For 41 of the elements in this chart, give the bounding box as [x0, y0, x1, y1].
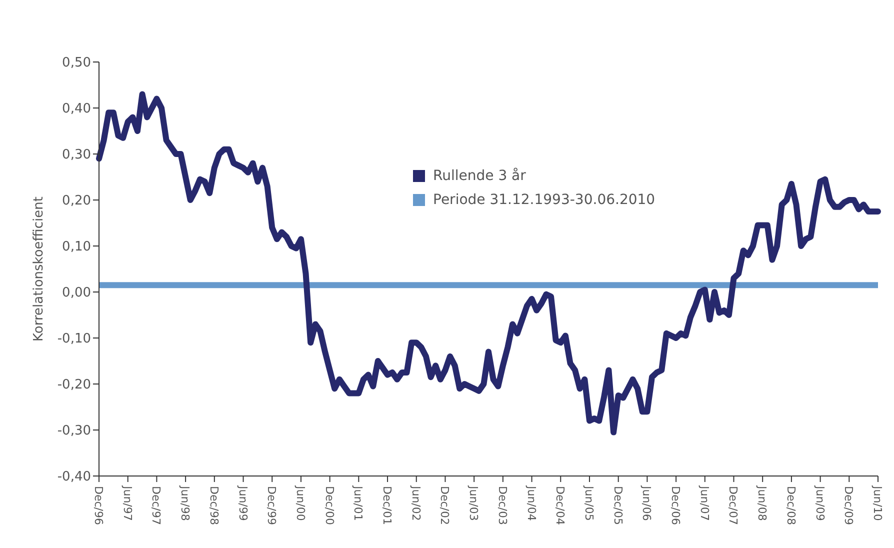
x-tick-label: Dec/98 [207, 486, 220, 525]
y-tick-label: 0,50 [62, 56, 91, 71]
y-tick-label: 0,10 [62, 240, 91, 255]
x-tick-label: Dec/99 [265, 486, 278, 525]
x-tick-label: Jun/02 [409, 485, 422, 521]
x-tick-label: Jun/09 [813, 485, 826, 521]
x-tick-label: Dec/97 [150, 486, 163, 525]
x-tick-label: Dec/06 [669, 486, 682, 525]
x-tick-label: Jun/10 [871, 485, 884, 521]
legend-label: Periode 31.12.1993-30.06.2010 [433, 192, 656, 208]
y-tick-label: -0,40 [57, 470, 91, 485]
y-tick-label: 0,20 [62, 194, 91, 209]
x-tick-label: Jun/01 [352, 485, 365, 521]
y-tick-label: 0,30 [62, 148, 91, 163]
y-tick-label: -0,30 [57, 424, 91, 439]
x-tick-label: Jun/04 [524, 485, 538, 521]
x-tick-label: Dec/07 [726, 486, 740, 525]
y-axis-title: Korrelationskoefficient [32, 196, 47, 342]
x-tick-label: Jun/97 [120, 485, 134, 521]
x-tick-label: Jun/00 [294, 485, 307, 521]
x-tick-label: Jun/03 [467, 485, 480, 521]
x-tick-label: Dec/01 [380, 486, 394, 525]
x-tick-label: Jun/98 [178, 485, 192, 521]
x-tick-label: Dec/00 [322, 486, 336, 525]
x-tick-label: Jun/06 [640, 485, 654, 521]
y-tick-label: -0,20 [57, 378, 91, 393]
x-tick-label: Dec/04 [554, 486, 567, 525]
y-tick-label: 0,40 [62, 102, 91, 117]
x-tick-label: Jun/07 [698, 485, 711, 521]
y-tick-label: -0,10 [57, 332, 91, 347]
x-tick-label: Jun/08 [756, 485, 769, 521]
x-tick-label: Dec/05 [611, 486, 624, 525]
x-tick-label: Jun/99 [236, 485, 250, 521]
y-tick-label: 0,00 [62, 286, 91, 301]
x-tick-label: Dec/03 [496, 486, 509, 525]
x-tick-label: Dec/96 [92, 486, 105, 525]
x-tick-label: Dec/02 [438, 486, 452, 525]
x-tick-label: Dec/08 [784, 486, 798, 525]
x-tick-label: Jun/05 [582, 485, 596, 521]
x-tick-label: Dec/09 [842, 486, 856, 525]
legend-label: Rullende 3 år [433, 168, 526, 184]
